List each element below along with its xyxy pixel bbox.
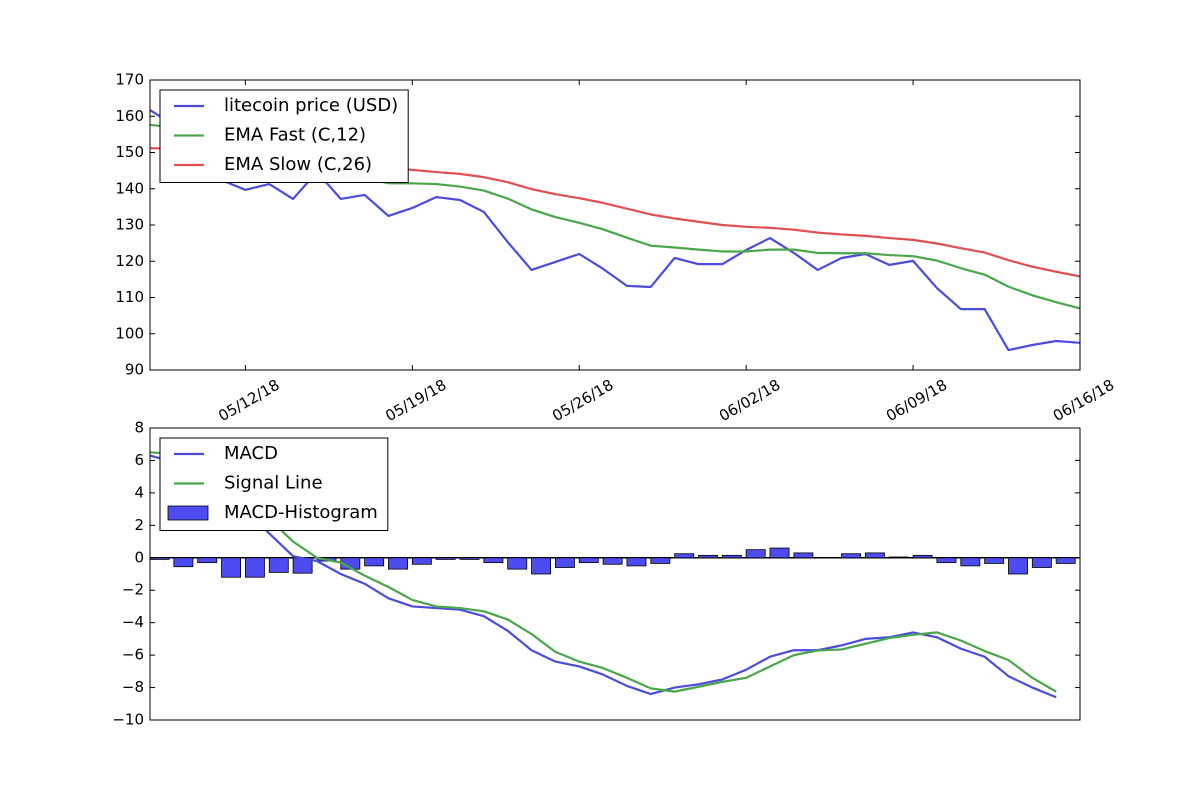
histogram-bar [364, 557, 385, 567]
y-tick-label: 150 [115, 143, 144, 161]
x-tick-label: 05/26/18 [549, 376, 616, 425]
y-tick-label: 2 [134, 516, 144, 534]
histogram-bar [698, 554, 718, 559]
histogram-bar [1008, 557, 1028, 575]
y-tick-label: −6 [122, 646, 144, 664]
histogram-bar [674, 553, 695, 559]
histogram-bar [602, 557, 623, 565]
y-tick-label: 160 [115, 107, 144, 125]
histogram-bar [1055, 557, 1076, 564]
histogram-bar [864, 552, 885, 559]
y-tick-label: 110 [115, 288, 144, 306]
histogram-bar [936, 557, 957, 564]
legend-label: EMA Fast (C,12) [224, 125, 366, 146]
x-tick-label: 05/19/18 [382, 376, 449, 425]
y-tick-label: 100 [115, 324, 144, 342]
histogram-bar [888, 556, 909, 559]
panel: −10 −8 −6 −4 −2 0 2 4 6 8 MACD Signal Line MACD-Hist… [112, 419, 1081, 729]
histogram-bar [745, 549, 766, 559]
legend-label: litecoin price (USD) [224, 95, 398, 116]
axes-frame [149, 427, 1081, 721]
histogram-bar [268, 557, 289, 573]
y-tick-label: 8 [134, 419, 144, 437]
histogram-bar [531, 557, 552, 575]
histogram-bar [793, 552, 814, 559]
histogram-bar [841, 553, 862, 559]
legend-label: MACD [224, 443, 278, 464]
histogram-bar [150, 557, 170, 560]
series-line [150, 451, 1057, 693]
y-tick-label: −10 [112, 711, 144, 729]
y-tick-label: 0 [134, 548, 144, 566]
histogram-bar [221, 557, 242, 578]
y-tick-label: 170 [115, 71, 144, 89]
plot-area [150, 451, 1080, 699]
histogram-bar [650, 557, 671, 564]
histogram-bar [984, 557, 1005, 564]
histogram-bar [721, 554, 742, 559]
panel: 90 100 110 120 130 140 150 160 170 05/12/18 05/19/… [115, 71, 1117, 426]
y-tick-label: 120 [115, 252, 144, 270]
y-tick-label: 6 [134, 451, 144, 469]
x-tick-label: 06/02/18 [716, 376, 783, 425]
y-tick-label: −2 [122, 581, 144, 599]
y-tick-label: 140 [115, 179, 144, 197]
x-tick-label: 05/12/18 [215, 376, 282, 425]
legend-swatch [167, 505, 209, 521]
x-tick-label: 06/16/18 [1050, 376, 1117, 425]
histogram-bar [769, 547, 790, 559]
y-tick-label: 4 [134, 483, 144, 501]
histogram-bar [459, 557, 480, 560]
histogram-bar [1031, 557, 1052, 568]
histogram-bar [197, 557, 218, 564]
y-tick-label: −4 [122, 613, 144, 631]
histogram-bar [388, 557, 408, 570]
legend: litecoin price (USD) EMA Fast (C,12) EMA S… [159, 89, 409, 183]
y-tick-label: 130 [115, 216, 144, 234]
legend-label: MACD-Histogram [224, 502, 378, 523]
histogram-bar [435, 557, 456, 560]
y-tick-label: 90 [125, 361, 144, 379]
legend-label: EMA Slow (C,26) [224, 154, 372, 175]
histogram-bar [554, 557, 575, 568]
histogram-bar [626, 557, 647, 567]
axes-frame [149, 79, 1081, 371]
histogram-bar [507, 557, 528, 570]
histogram-bar [244, 557, 265, 578]
histogram-bar [578, 557, 599, 564]
series-line [150, 109, 1080, 352]
histogram-bar [411, 557, 432, 565]
legend-label: Signal Line [224, 473, 323, 494]
x-tick-label: 06/09/18 [883, 376, 950, 425]
histogram-bar [173, 557, 194, 568]
histogram-bar [483, 557, 504, 564]
series-line [150, 454, 1057, 699]
legend: MACD Signal Line MACD-Histogram [159, 437, 389, 531]
histogram-bar [912, 554, 933, 559]
histogram-bar [960, 557, 981, 567]
y-tick-label: −8 [122, 678, 144, 696]
